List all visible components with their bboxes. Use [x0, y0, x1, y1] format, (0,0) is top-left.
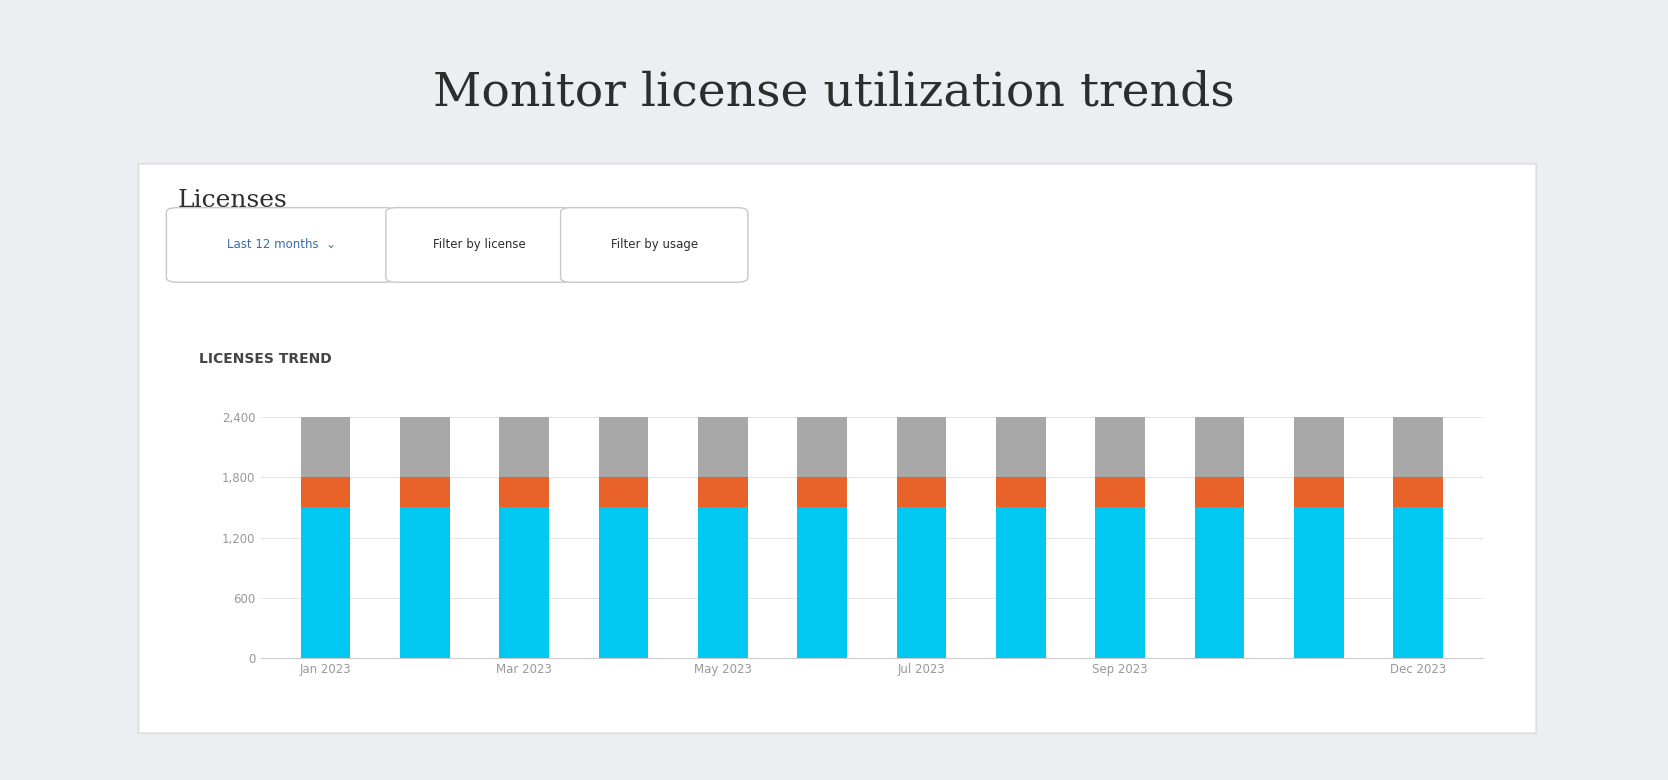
Bar: [319, 477, 350, 508]
Bar: [419, 508, 450, 658]
Bar: [1294, 477, 1326, 508]
Bar: [400, 417, 432, 477]
Bar: [1294, 417, 1326, 477]
Bar: [1113, 508, 1144, 658]
Text: Last 12 months  ⌄: Last 12 months ⌄: [227, 239, 335, 251]
Bar: [716, 417, 747, 477]
Bar: [400, 508, 432, 658]
Bar: [914, 477, 946, 508]
Bar: [697, 508, 729, 658]
Bar: [499, 417, 530, 477]
Bar: [1213, 417, 1244, 477]
Bar: [797, 417, 829, 477]
FancyBboxPatch shape: [167, 207, 395, 282]
Bar: [1393, 417, 1424, 477]
Bar: [897, 508, 929, 658]
Bar: [1014, 477, 1046, 508]
Bar: [816, 508, 847, 658]
Bar: [617, 417, 649, 477]
Bar: [816, 417, 847, 477]
FancyBboxPatch shape: [385, 207, 574, 282]
Bar: [914, 508, 946, 658]
Bar: [599, 508, 631, 658]
Bar: [617, 508, 649, 658]
Bar: [1194, 417, 1226, 477]
Bar: [716, 508, 747, 658]
Text: Filter by usage: Filter by usage: [610, 239, 697, 251]
Bar: [996, 417, 1027, 477]
Bar: [716, 477, 747, 508]
Bar: [897, 417, 929, 477]
Bar: [1411, 508, 1443, 658]
Bar: [1393, 477, 1424, 508]
Bar: [1411, 417, 1443, 477]
Bar: [914, 417, 946, 477]
Bar: [816, 477, 847, 508]
Bar: [1194, 477, 1226, 508]
Bar: [1411, 477, 1443, 508]
Bar: [1096, 508, 1128, 658]
Text: Licenses: Licenses: [177, 190, 287, 212]
Bar: [1213, 477, 1244, 508]
Bar: [996, 477, 1027, 508]
Bar: [319, 508, 350, 658]
Bar: [697, 477, 729, 508]
Bar: [1393, 508, 1424, 658]
Bar: [1014, 508, 1046, 658]
Bar: [517, 508, 549, 658]
Bar: [319, 417, 350, 477]
Bar: [419, 477, 450, 508]
Bar: [1311, 417, 1344, 477]
Bar: [1113, 417, 1144, 477]
Bar: [599, 477, 631, 508]
Text: LICENSES TREND: LICENSES TREND: [198, 352, 332, 366]
Bar: [1096, 417, 1128, 477]
Bar: [517, 477, 549, 508]
Bar: [300, 417, 332, 477]
Bar: [499, 477, 530, 508]
Bar: [897, 477, 929, 508]
Bar: [797, 477, 829, 508]
Bar: [400, 477, 432, 508]
Text: Filter by license: Filter by license: [434, 239, 525, 251]
Bar: [499, 508, 530, 658]
Bar: [617, 477, 649, 508]
Bar: [300, 508, 332, 658]
FancyBboxPatch shape: [560, 207, 747, 282]
Bar: [1096, 477, 1128, 508]
Bar: [1311, 477, 1344, 508]
Bar: [996, 508, 1027, 658]
Bar: [300, 477, 332, 508]
Bar: [1311, 508, 1344, 658]
Bar: [1213, 508, 1244, 658]
Bar: [1113, 477, 1144, 508]
Bar: [797, 508, 829, 658]
Text: Monitor license utilization trends: Monitor license utilization trends: [434, 70, 1234, 115]
Bar: [697, 417, 729, 477]
Bar: [1294, 508, 1326, 658]
Bar: [1194, 508, 1226, 658]
Bar: [599, 417, 631, 477]
Bar: [517, 417, 549, 477]
FancyBboxPatch shape: [138, 164, 1536, 733]
Bar: [419, 417, 450, 477]
Bar: [1014, 417, 1046, 477]
